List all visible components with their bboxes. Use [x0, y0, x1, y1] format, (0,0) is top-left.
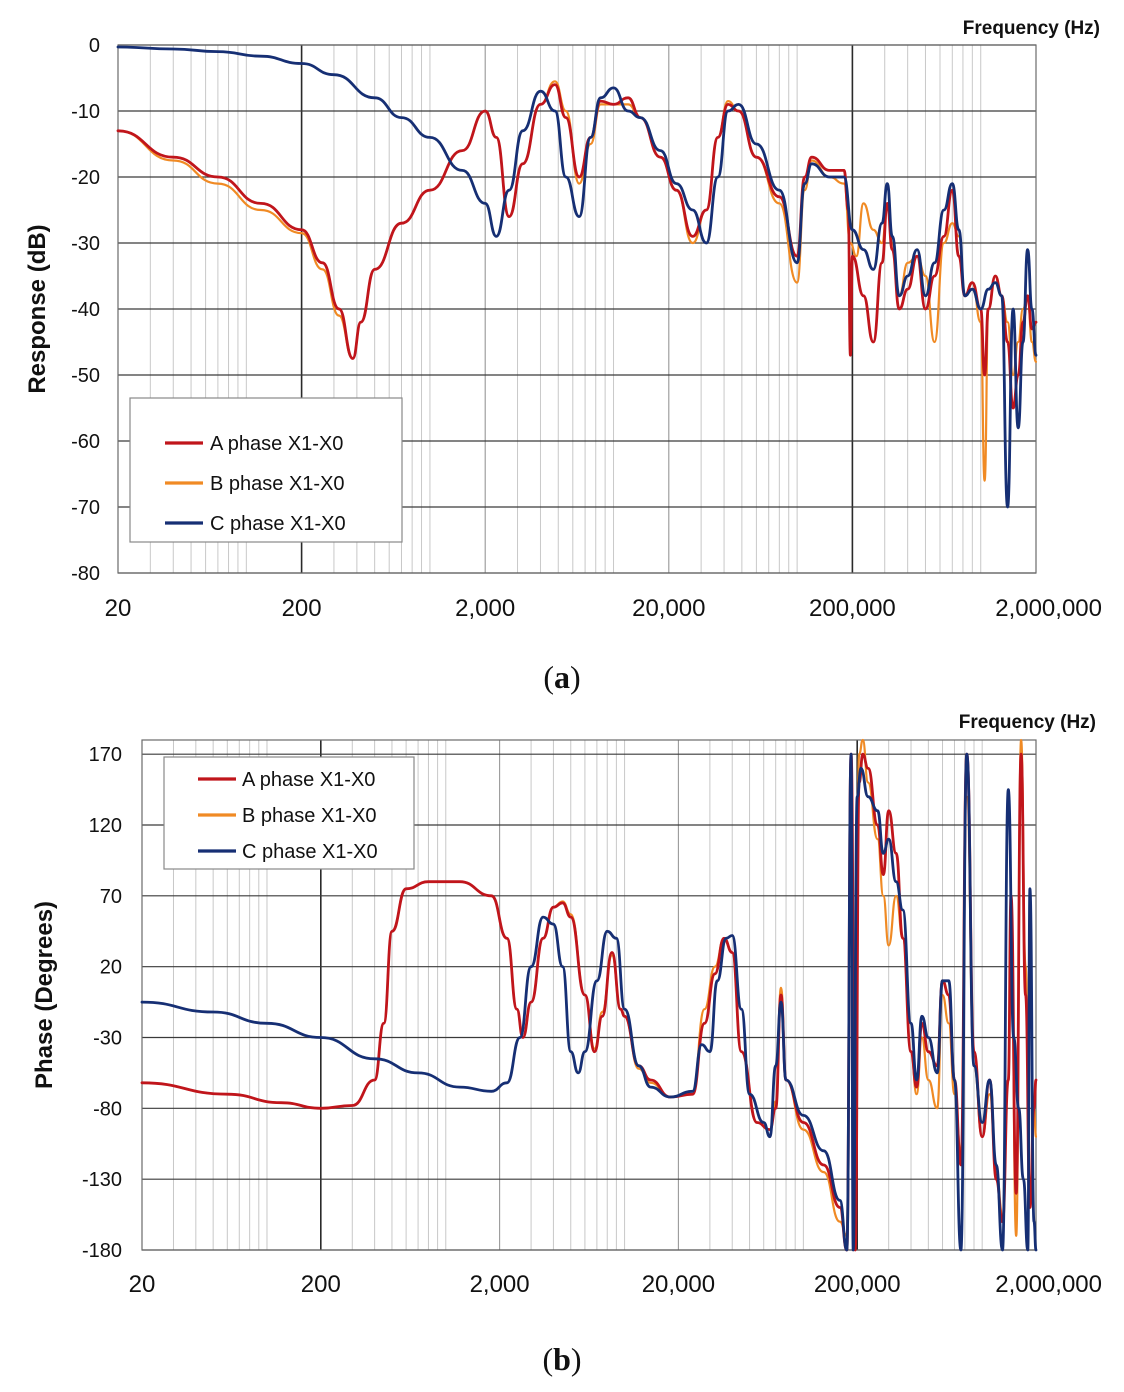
panel-a-letter: a: [554, 659, 570, 695]
y-tick-label: -80: [71, 563, 100, 585]
panel-a-caption: (a): [543, 659, 580, 695]
series-line-a: [116, 83, 1038, 410]
response-y-axis-title: Response (dB): [24, 224, 51, 393]
response-series-group: [116, 45, 1038, 509]
x-tick-label: 20: [129, 1271, 156, 1298]
phase-series-group: [140, 738, 1038, 1252]
y-tick-label: 70: [100, 886, 122, 908]
legend-label: A phase X1-X0: [242, 769, 375, 791]
response-plot-frame: [117, 44, 1037, 574]
legend-label: C phase X1-X0: [210, 513, 346, 535]
y-tick-label: 20: [100, 957, 122, 979]
y-tick-label: -30: [93, 1028, 122, 1050]
panel-b-letter: b: [553, 1341, 571, 1377]
x-tick-label: 20,000: [642, 1271, 715, 1298]
y-tick-label: -180: [82, 1240, 122, 1262]
x-tick-label: 200: [301, 1271, 341, 1298]
phase-y-ticks: 170 120 70 20 -30 -80 -130 -180: [82, 744, 122, 1262]
series-line-c: [116, 45, 1038, 509]
response-legend: A phase X1-X0 B phase X1-X0 C phase X1-X0: [129, 397, 403, 543]
phase-y-axis-title: Phase (Degrees): [31, 901, 58, 1089]
y-tick-label: -30: [71, 233, 100, 255]
y-tick-label: 120: [89, 815, 122, 837]
legend-box: [129, 397, 403, 543]
y-tick-label: -50: [71, 365, 100, 387]
y-tick-label: -70: [71, 497, 100, 519]
y-tick-label: -60: [71, 431, 100, 453]
y-tick-label: -10: [71, 101, 100, 123]
y-tick-label: -80: [93, 1098, 122, 1120]
panel-b-caption: (b): [542, 1341, 581, 1377]
y-tick-label: -130: [82, 1169, 122, 1191]
y-tick-label: 0: [89, 35, 100, 57]
phase-x-axis-title: Frequency (Hz): [959, 712, 1096, 733]
series-line-c: [140, 752, 1038, 1252]
phase-x-ticks: 20 200 2,000 20,000 200,000 2,000,000: [129, 1271, 1102, 1298]
x-tick-label: 20,000: [632, 595, 705, 622]
x-tick-label: 200,000: [809, 595, 896, 622]
x-tick-label: 2,000: [470, 1271, 530, 1298]
legend-label: B phase X1-X0: [242, 805, 377, 827]
phase-panel: 170 120 70 20 -30 -80 -130 -180 20 200 2,000 20,00…: [31, 712, 1102, 1377]
x-tick-label: 200: [282, 595, 322, 622]
legend-label: B phase X1-X0: [210, 473, 345, 495]
y-tick-label: -40: [71, 299, 100, 321]
phase-legend: A phase X1-X0 B phase X1-X0 C phase X1-X0: [163, 756, 415, 870]
response-x-axis-title: Frequency (Hz): [963, 18, 1100, 39]
x-tick-label: 2,000,000: [995, 1271, 1102, 1298]
x-tick-label: 20: [105, 595, 132, 622]
phase-plot-frame: [141, 739, 1037, 1251]
response-panel: 0 -10 -20 -30 -40 -50 -60 -70 -80 20 200 2,000 20,0…: [24, 18, 1102, 695]
response-y-ticks: 0 -10 -20 -30 -40 -50 -60 -70 -80: [71, 35, 100, 585]
x-tick-label: 200,000: [814, 1271, 901, 1298]
legend-label: A phase X1-X0: [210, 433, 343, 455]
legend-label: C phase X1-X0: [242, 841, 378, 863]
x-tick-label: 2,000: [455, 595, 515, 622]
y-tick-label: 170: [89, 744, 122, 766]
y-tick-label: -20: [71, 167, 100, 189]
x-tick-label: 2,000,000: [995, 595, 1102, 622]
response-x-ticks: 20 200 2,000 20,000 200,000 2,000,000: [105, 595, 1102, 622]
